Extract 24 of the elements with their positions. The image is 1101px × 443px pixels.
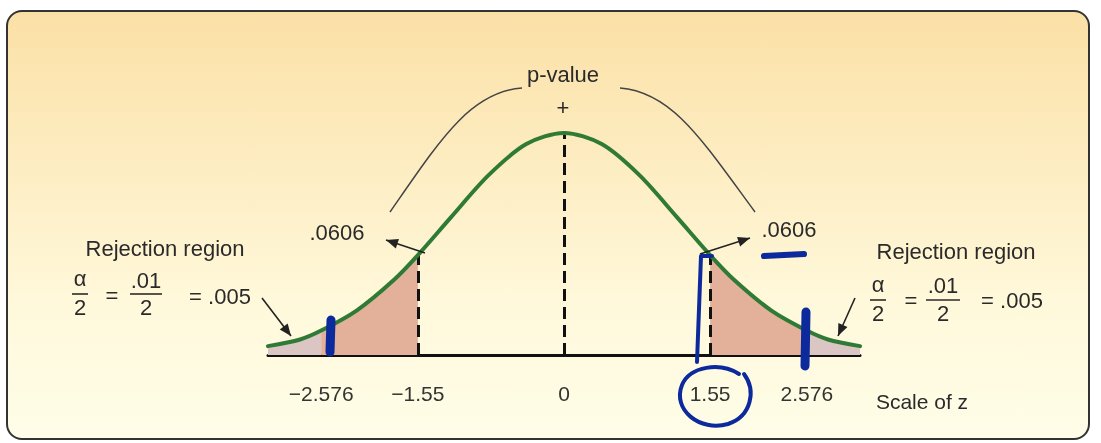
text: 2 bbox=[73, 295, 87, 321]
text: .01 bbox=[927, 273, 959, 299]
x-tick-label: 0 bbox=[558, 382, 570, 405]
text: 2 bbox=[871, 301, 885, 327]
annotation: .0606 bbox=[309, 220, 365, 246]
x-tick-label: −2.576 bbox=[288, 382, 354, 405]
text: 2 bbox=[139, 295, 153, 321]
x-tick-label: −1.55 bbox=[391, 382, 445, 405]
text: 2 bbox=[936, 301, 950, 327]
text: α bbox=[871, 272, 885, 298]
x-axis-title: Scale of z bbox=[875, 390, 969, 414]
text: = bbox=[105, 283, 119, 309]
x-tick-label: 1.55 bbox=[689, 382, 731, 405]
text: .01 bbox=[130, 268, 162, 294]
text: p-value bbox=[526, 62, 600, 88]
text: α bbox=[73, 266, 87, 292]
text: Rejection region bbox=[85, 236, 245, 262]
x-tick-label: 2.576 bbox=[780, 382, 834, 405]
text: = .005 bbox=[189, 284, 251, 310]
text: = .005 bbox=[981, 288, 1043, 314]
text: Rejection region bbox=[876, 239, 1036, 265]
text: + bbox=[556, 95, 570, 121]
text: = bbox=[904, 288, 918, 314]
annotation: .0606 bbox=[761, 217, 817, 243]
